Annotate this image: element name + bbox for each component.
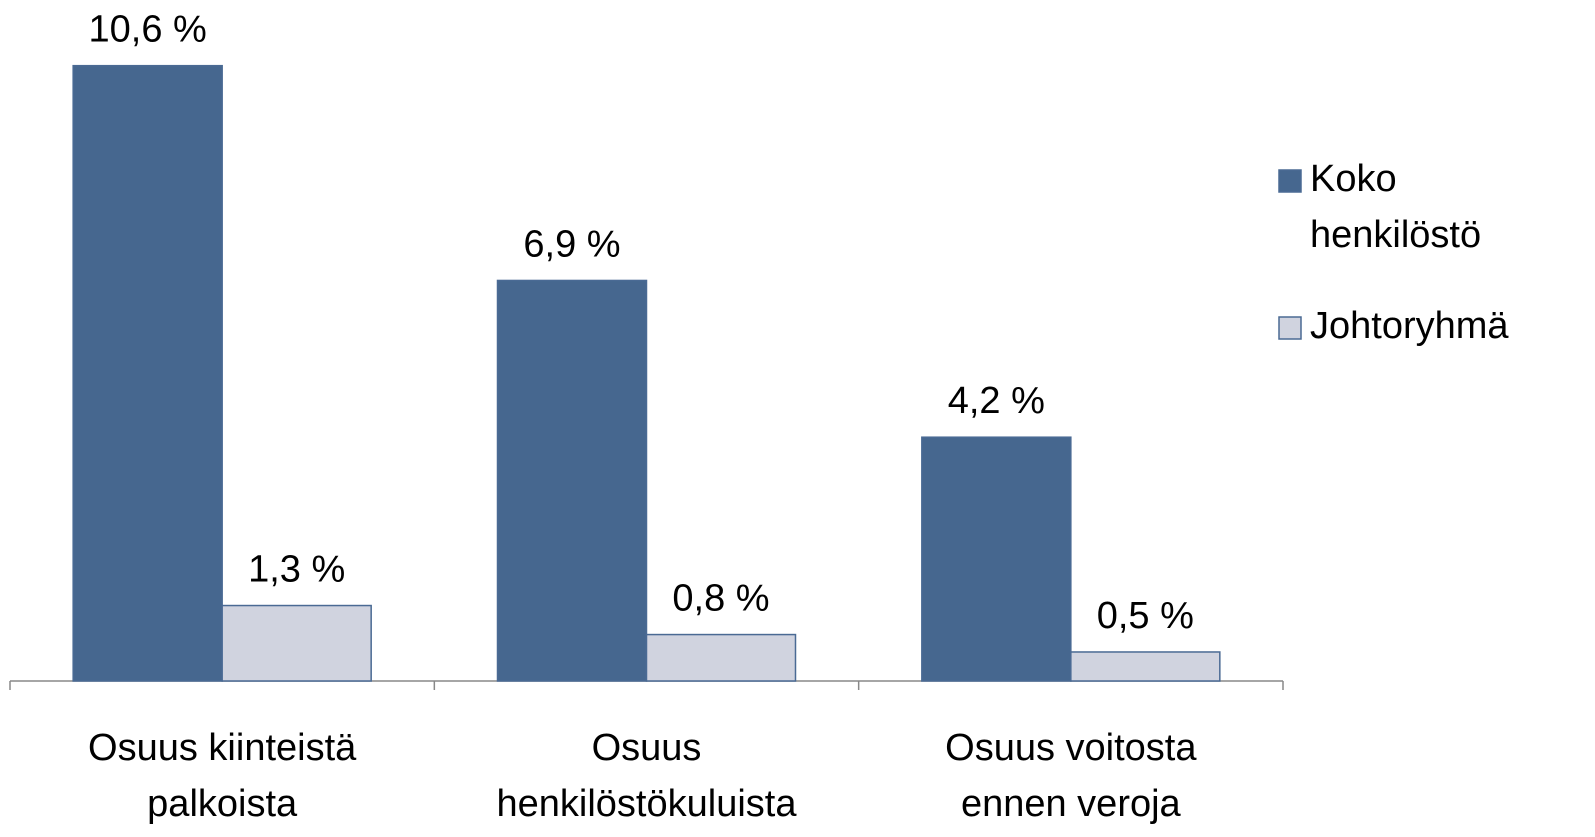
bar [645, 633, 797, 682]
legend-swatch [1278, 169, 1302, 193]
data-label: 10,6 % [89, 9, 207, 51]
x-tick-label: Osuus voitosta ennen veroja [945, 727, 1197, 825]
bar [1070, 651, 1221, 682]
bar [496, 279, 648, 682]
legend-swatch [1278, 316, 1302, 340]
data-label: 1,3 % [248, 549, 345, 591]
data-label: 0,8 % [672, 578, 769, 620]
data-label: 6,9 % [523, 223, 620, 265]
bar [921, 436, 1072, 682]
legend-label: Koko henkilöstö [1310, 158, 1481, 256]
bar [221, 604, 372, 682]
x-tick-label: Osuus kiinteistä palkoista [88, 727, 357, 825]
data-label: 0,5 % [1097, 595, 1194, 637]
x-tick-label: Osuus henkilöstökuluista [497, 727, 798, 825]
data-label: 4,2 % [948, 380, 1045, 422]
bar [72, 64, 223, 682]
legend-label: Johtoryhmä [1310, 305, 1509, 347]
